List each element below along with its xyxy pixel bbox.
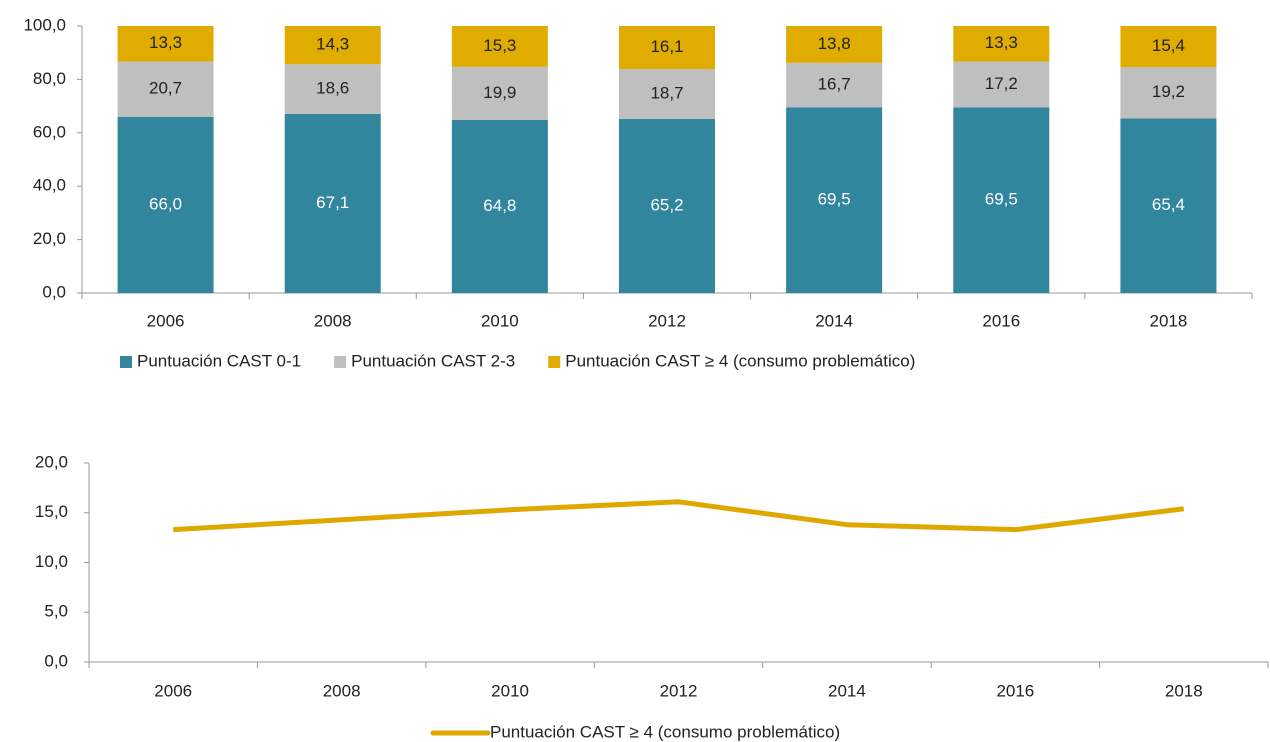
data-label: 13,3 — [985, 33, 1018, 52]
x-tick-label: 2012 — [648, 311, 686, 330]
y-tick-label: 0,0 — [44, 651, 68, 670]
bar-segment — [451, 66, 548, 120]
y-tick-label: 80,0 — [33, 69, 66, 88]
x-tick-label: 2010 — [481, 311, 519, 330]
x-tick-label: 2006 — [154, 681, 192, 700]
data-label: 18,6 — [316, 78, 349, 97]
bar-segment — [117, 116, 214, 293]
data-label: 16,7 — [818, 75, 851, 94]
line-series — [173, 499, 1185, 533]
x-tick-label: 2014 — [815, 311, 853, 330]
bar-segment — [451, 119, 548, 293]
bar-segment — [786, 62, 883, 108]
bar-segment — [117, 26, 214, 62]
x-tick-label: 2016 — [996, 681, 1034, 700]
x-tick-label: 2008 — [323, 681, 361, 700]
legend-swatch — [548, 356, 561, 368]
legend-label: Puntuación CAST 2-3 — [351, 351, 515, 370]
x-tick-label: 2008 — [314, 311, 352, 330]
bar-segment — [786, 107, 883, 293]
data-label: 13,3 — [149, 33, 182, 52]
y-tick-label: 40,0 — [33, 176, 66, 195]
data-label: 69,5 — [818, 190, 851, 209]
y-tick-label: 0,0 — [42, 282, 66, 301]
data-label: 67,1 — [316, 193, 349, 212]
data-label: 13,8 — [818, 34, 851, 53]
data-label: 14,3 — [316, 35, 349, 54]
data-label: 19,9 — [483, 83, 516, 102]
data-label: 18,7 — [650, 83, 683, 102]
data-label: 15,3 — [483, 36, 516, 55]
y-tick-label: 20,0 — [35, 452, 68, 471]
data-label: 16,1 — [650, 37, 683, 56]
data-label: 15,4 — [1152, 36, 1185, 55]
data-label: 17,2 — [985, 74, 1018, 93]
data-label: 65,2 — [650, 195, 683, 214]
legend-label: Puntuación CAST ≥ 4 (consumo problemátic… — [490, 722, 840, 741]
x-tick-label: 2016 — [982, 311, 1020, 330]
data-label: 19,2 — [1152, 82, 1185, 101]
bar-segment — [284, 113, 381, 293]
bar-segment — [284, 64, 381, 114]
x-tick-label: 2018 — [1165, 681, 1203, 700]
y-tick-label: 10,0 — [35, 552, 68, 571]
legend-label: Puntuación CAST 0-1 — [137, 351, 301, 370]
data-label: 66,0 — [149, 194, 182, 213]
bar-segment — [1120, 26, 1217, 68]
x-tick-label: 2018 — [1150, 311, 1188, 330]
y-tick-label: 5,0 — [44, 602, 68, 621]
y-tick-label: 100,0 — [23, 15, 66, 34]
bar-segment — [117, 61, 214, 117]
bar-segment — [1120, 67, 1217, 119]
x-tick-label: 2010 — [491, 681, 529, 700]
line-chart: 0,0 5,0 10,0 15,0 20,0 2006 2008 2010 2012 2014 20… — [35, 452, 1269, 741]
bar-chart: 0,0 20,0 40,0 60,0 80,0 100,0 2006 2008 2010 2012… — [23, 15, 1253, 370]
bar-segment — [953, 61, 1050, 108]
bar-segment — [953, 107, 1050, 293]
legend-swatch — [334, 356, 347, 368]
data-label: 20,7 — [149, 79, 182, 98]
data-label: 69,5 — [985, 190, 1018, 209]
bar-segment — [953, 26, 1050, 62]
legend-label: Puntuación CAST ≥ 4 (consumo problemátic… — [565, 351, 915, 370]
bar-segment — [1120, 118, 1217, 293]
y-tick-label: 20,0 — [33, 229, 66, 248]
bar-segment — [451, 26, 548, 67]
data-label: 64,8 — [483, 196, 516, 215]
bar-segment — [284, 26, 381, 65]
y-tick-label: 60,0 — [33, 122, 66, 141]
bar-segment — [619, 118, 715, 293]
x-tick-label: 2006 — [147, 311, 185, 330]
data-label: 65,4 — [1152, 195, 1185, 214]
x-tick-label: 2012 — [660, 681, 698, 700]
bar-segment — [619, 26, 715, 69]
x-tick-label: 2014 — [828, 681, 866, 700]
bar-segment — [786, 26, 883, 63]
legend-swatch — [120, 356, 132, 368]
y-tick-label: 15,0 — [35, 502, 68, 521]
bar-segment — [619, 68, 715, 119]
